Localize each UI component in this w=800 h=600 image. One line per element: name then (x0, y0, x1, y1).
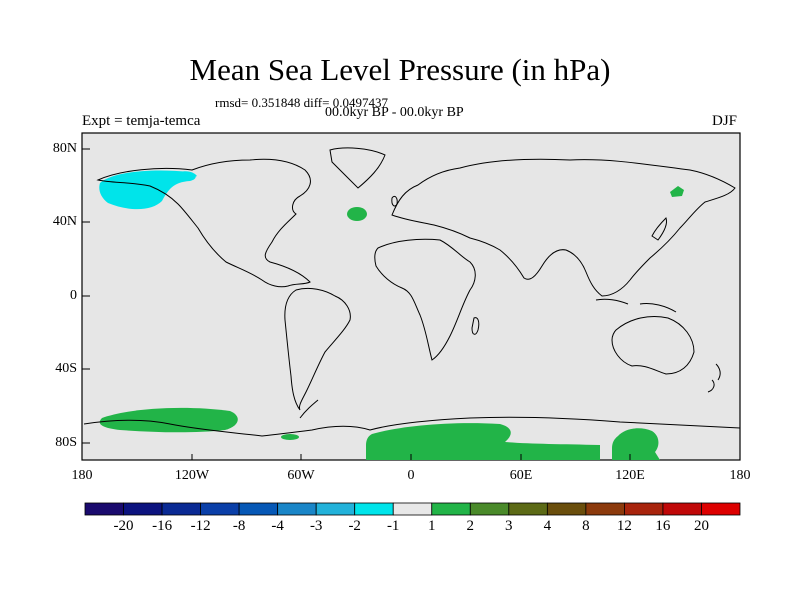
colorbar-swatch (508, 502, 548, 516)
new-zealand-coastline (707, 363, 721, 393)
antarctic-peninsula-coastline (299, 399, 319, 419)
japan-coastline (651, 217, 667, 241)
colorbar-swatch (431, 502, 471, 516)
lat-label-equator: 0 (70, 288, 77, 303)
colorbar-label: 12 (616, 518, 632, 534)
experiment-label: Expt = temja-temca (82, 113, 201, 129)
greenland-coastline (329, 147, 386, 189)
colorbar-swatch (238, 502, 279, 516)
colorbar (84, 502, 741, 516)
british-isles-coastline (391, 195, 398, 207)
eurasia-coastline (391, 158, 736, 297)
colorbar-label: 4 (543, 518, 552, 534)
lat-label-80s: 80S (55, 435, 77, 450)
colorbar-label: 8 (582, 518, 590, 534)
antarctica-coastline (83, 416, 741, 437)
colorbar-swatch (701, 502, 741, 516)
colorbar-swatch (662, 502, 702, 516)
positive-anomaly-ross-sea (99, 407, 238, 433)
lon-label-180-east: 180 (729, 468, 751, 483)
negative-anomaly-alaska (180, 171, 197, 180)
positive-anomaly-north-atlantic (347, 207, 367, 221)
colorbar-swatch (277, 502, 317, 516)
colorbar-swatch (546, 502, 587, 516)
colorbar-swatch (200, 502, 240, 516)
subtitle-stats: rmsd= 0.351848 diff= 0.0497437 (215, 95, 388, 110)
colorbar-label: -20 (113, 518, 134, 534)
africa-coastline (374, 238, 476, 361)
season-label: DJF (712, 113, 738, 129)
colorbar-swatch (585, 502, 625, 516)
lon-label-180-west: 180 (71, 468, 93, 483)
lon-label-120w: 120W (174, 468, 210, 483)
colorbar-swatch (315, 502, 356, 516)
lon-label-120e: 120E (615, 468, 645, 483)
colorbar-swatch (354, 502, 394, 516)
colorbar-label: 3 (505, 518, 513, 534)
madagascar-coastline (471, 317, 480, 335)
lon-label-60w: 60W (287, 468, 315, 483)
colorbar-swatch (624, 502, 664, 516)
positive-anomaly-kamchatka (670, 186, 684, 197)
australia-coastline (611, 316, 695, 375)
subtitle-period: 00.0kyr BP - 00.0kyr BP (325, 105, 464, 120)
coastlines (83, 147, 741, 437)
colorbar-label: -16 (152, 518, 173, 534)
colorbar-swatch (123, 502, 163, 516)
plot-title: Mean Sea Level Pressure (in hPa) (189, 52, 611, 87)
lat-label-80n: 80N (52, 141, 77, 156)
north-america-coastline (96, 158, 311, 288)
colorbar-label: 16 (655, 518, 671, 534)
colorbar-swatch (84, 502, 124, 516)
colorbar-swatch (392, 502, 433, 516)
colorbar-label: -8 (232, 518, 246, 534)
lon-label-0: 0 (407, 468, 415, 483)
colorbar-label: -1 (386, 518, 400, 534)
colorbar-swatch (161, 502, 201, 516)
positive-anomaly-wilkes-land (612, 428, 660, 460)
colorbar-label: 20 (694, 518, 709, 534)
colorbar-label: 1 (428, 518, 436, 534)
maritime-continent-coastline (595, 298, 677, 313)
axis-ticks (81, 148, 741, 460)
colorbar-label: -12 (190, 518, 211, 534)
colorbar-label: -3 (309, 518, 323, 534)
positive-anomaly-east-antarctica (366, 423, 600, 460)
colorbar-swatch (469, 502, 510, 516)
anomaly-shading (99, 170, 684, 460)
lat-label-40n: 40N (52, 214, 77, 229)
lon-label-60e: 60E (509, 468, 533, 483)
positive-anomaly-weddell (281, 434, 299, 440)
negative-anomaly-north-pacific (99, 170, 196, 210)
colorbar-label: -2 (348, 518, 361, 534)
south-america-coastline (284, 287, 351, 411)
colorbar-label: 2 (466, 518, 475, 534)
colorbar-label: -4 (271, 518, 284, 534)
lat-label-40s: 40S (55, 361, 77, 376)
